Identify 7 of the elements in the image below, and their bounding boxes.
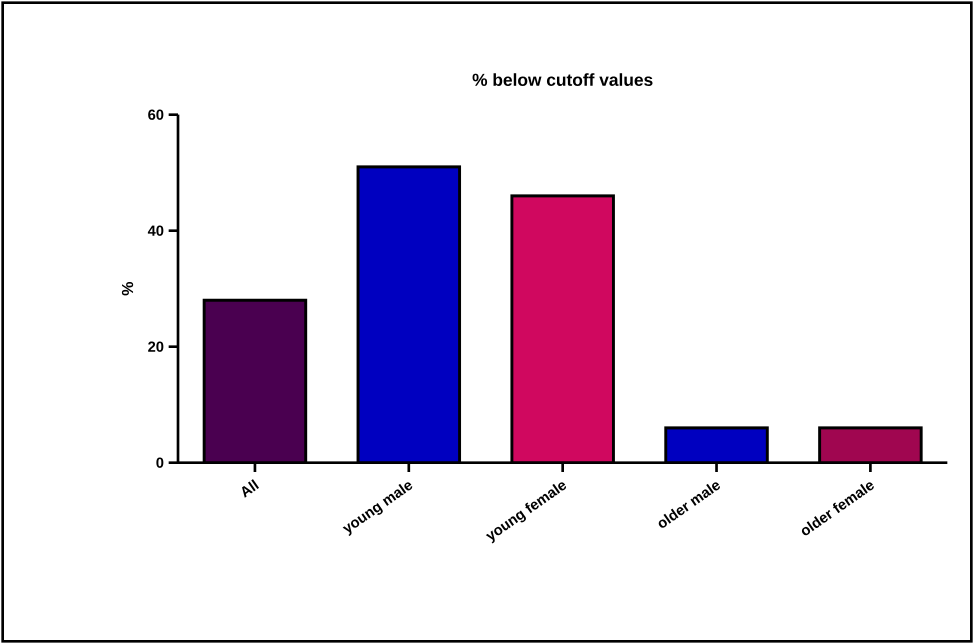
y-axis-title: %: [122, 282, 134, 296]
chart-title: % below cutoff values: [472, 73, 652, 86]
y-tick-label: 40: [148, 225, 164, 236]
y-tick-label: 0: [156, 457, 164, 468]
y-tick-label: 60: [148, 109, 164, 120]
x-tick-label: All: [242, 479, 260, 498]
y-tick-label: 20: [148, 341, 164, 352]
